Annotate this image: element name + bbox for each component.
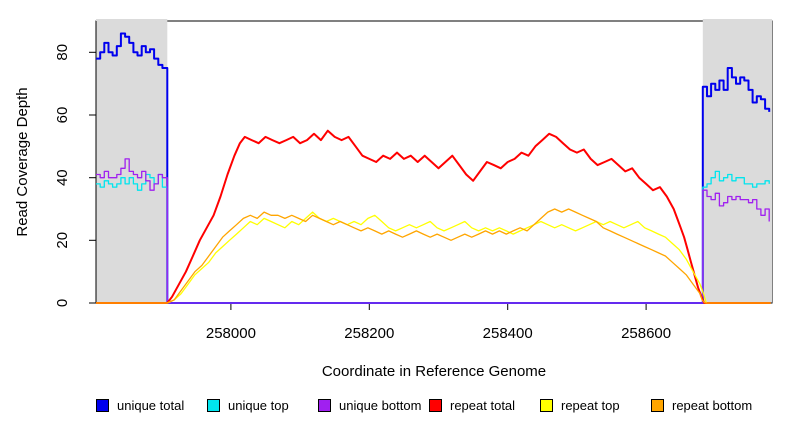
legend-swatch-icon bbox=[96, 399, 109, 412]
series-line-unique-top bbox=[96, 170, 770, 304]
legend-item-unique-top: unique top bbox=[207, 398, 289, 413]
chart-legend: unique total unique top unique bottom repea… bbox=[0, 398, 792, 416]
series-line-repeat-bottom bbox=[96, 208, 771, 304]
legend-label: repeat top bbox=[561, 398, 620, 413]
legend-swatch-icon bbox=[318, 399, 331, 412]
y-tick-label: 80 bbox=[54, 44, 71, 61]
coverage-chart: 258000 258200 258400 258600 0 20 40 60 80 Coordi… bbox=[14, 19, 773, 380]
x-tick-label: 258400 bbox=[483, 325, 533, 342]
legend-swatch-icon bbox=[207, 399, 220, 412]
series-line-repeat-total bbox=[96, 129, 771, 304]
y-tick-label: 20 bbox=[54, 232, 71, 249]
legend-label: repeat bottom bbox=[672, 398, 753, 413]
series-line-unique-total bbox=[96, 32, 771, 304]
plot-layers: 258000 258200 258400 258600 0 20 40 60 80 bbox=[54, 19, 773, 342]
legend-swatch-icon bbox=[540, 399, 553, 412]
x-tick-label: 258200 bbox=[344, 325, 394, 342]
y-axis-title: Read Coverage Depth bbox=[14, 87, 31, 236]
legend-item-repeat-total: repeat total bbox=[429, 398, 515, 413]
legend-label: repeat total bbox=[450, 398, 516, 413]
x-tick-label: 258600 bbox=[621, 325, 671, 342]
shaded-region-1 bbox=[702, 19, 772, 303]
legend-label: unique bottom bbox=[339, 398, 422, 413]
y-tick-label: 40 bbox=[54, 169, 71, 186]
y-tick-label: 60 bbox=[54, 107, 71, 124]
x-axis-title: Coordinate in Reference Genome bbox=[322, 363, 546, 380]
series-line-repeat-top bbox=[96, 211, 771, 304]
y-tick-label: 0 bbox=[54, 299, 71, 307]
legend-swatch-icon bbox=[429, 399, 442, 412]
legend-item-unique-total: unique total bbox=[96, 398, 184, 413]
series-line-unique-bottom bbox=[96, 158, 770, 304]
legend-label: unique top bbox=[228, 398, 289, 413]
legend-item-repeat-top: repeat top bbox=[540, 398, 620, 413]
legend-item-unique-bottom: unique bottom bbox=[318, 398, 421, 413]
x-tick-label: 258000 bbox=[206, 325, 256, 342]
legend-label: unique total bbox=[117, 398, 185, 413]
shaded-region-0 bbox=[96, 19, 168, 303]
legend-item-repeat-bottom: repeat bottom bbox=[651, 398, 752, 413]
legend-swatch-icon bbox=[651, 399, 664, 412]
